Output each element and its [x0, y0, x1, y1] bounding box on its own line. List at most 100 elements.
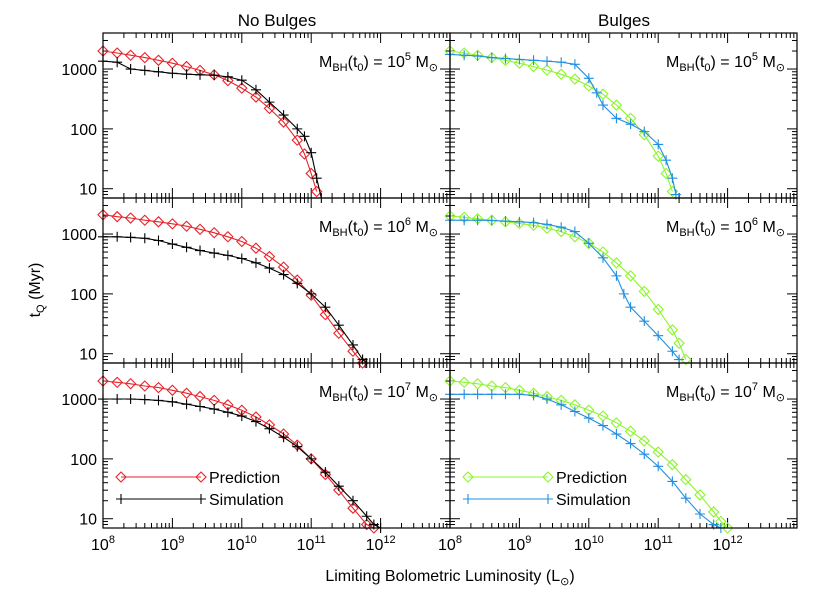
annotation-part: ) = 10 — [364, 219, 405, 236]
annotation-part: ) = 10 — [364, 54, 405, 71]
data-point — [167, 239, 178, 250]
data-point — [528, 55, 539, 66]
annotation-part: M — [411, 54, 429, 71]
data-point — [591, 87, 602, 98]
panel-row3-right: MBH(t0) = 107 M⊙108 109 1010 1011 1012Predic… — [438, 362, 798, 554]
x-tick-exp: 9 — [525, 534, 531, 546]
x-tick-base: 10 — [91, 537, 109, 554]
data-point — [542, 56, 553, 67]
data-point — [597, 252, 608, 263]
data-point — [610, 257, 623, 269]
y-tick-label: 100 — [70, 122, 97, 139]
data-point — [311, 173, 322, 184]
annotation-part: M — [319, 384, 332, 401]
data-point — [152, 381, 165, 394]
x-tick-label: 1010 — [574, 534, 604, 554]
data-point — [263, 250, 276, 263]
data-point — [124, 212, 137, 224]
series-simulation — [445, 49, 681, 200]
data-point — [347, 495, 358, 506]
data-point — [278, 110, 289, 121]
data-point — [166, 218, 179, 230]
annotation-part: ) = 10 — [364, 384, 405, 401]
data-point — [610, 99, 623, 111]
legend-label: Simulation — [209, 492, 284, 509]
data-point — [305, 453, 317, 465]
data-point — [569, 226, 580, 237]
data-point — [666, 458, 679, 471]
data-point — [694, 489, 706, 501]
data-point — [721, 522, 734, 534]
data-point — [299, 131, 310, 142]
annotation-part: 0 — [357, 392, 363, 404]
data-point — [333, 320, 344, 331]
data-point — [181, 399, 192, 410]
data-point — [513, 57, 526, 70]
annotation-part: BH — [332, 62, 347, 74]
data-point — [278, 269, 289, 280]
data-point — [514, 216, 525, 227]
data-point — [597, 420, 608, 431]
data-point — [347, 339, 358, 350]
legend-marker — [116, 494, 126, 504]
legend-label: Simulation — [556, 492, 631, 509]
data-point — [471, 377, 484, 390]
x-tick-base: 10 — [644, 537, 662, 554]
data-point — [264, 97, 275, 108]
data-point — [222, 250, 233, 261]
annotation-part: 6 — [405, 216, 411, 228]
series-simulation — [445, 389, 726, 533]
data-point — [556, 57, 567, 68]
data-point — [361, 511, 372, 522]
series-line — [449, 53, 677, 195]
data-point — [306, 147, 317, 158]
x-tick-base: 10 — [227, 537, 245, 554]
data-point — [333, 481, 344, 492]
annotation-part: ) = 10 — [711, 54, 752, 71]
legend-marker — [196, 494, 206, 504]
y-axis-label-sub: Q — [35, 304, 47, 313]
data-point — [472, 51, 483, 62]
x-axis-label: Limiting Bolometric Luminosity (L⊙) — [325, 568, 574, 588]
legend-marker — [462, 471, 474, 483]
data-point — [319, 468, 332, 481]
data-point — [541, 222, 553, 235]
annotation-part: 7 — [752, 381, 758, 393]
x-tick-base: 10 — [160, 537, 178, 554]
data-point — [527, 60, 540, 73]
annotation-part: ) = 10 — [711, 219, 752, 236]
data-point — [181, 242, 192, 253]
data-point — [278, 432, 289, 443]
legend-marker — [195, 471, 207, 483]
data-point — [694, 508, 705, 519]
x-tick-label: 1011 — [644, 534, 673, 554]
x-tick-base: 10 — [713, 537, 731, 554]
col-title-no-bulges: No Bulges — [238, 11, 316, 30]
data-point — [153, 395, 164, 406]
data-point — [180, 387, 193, 400]
data-point — [556, 222, 567, 233]
data-point — [528, 390, 539, 401]
y-tick-label: 10 — [79, 512, 97, 529]
data-point — [250, 91, 262, 103]
data-point — [195, 401, 206, 412]
data-point — [661, 155, 672, 166]
x-tick-exp: 8 — [456, 534, 462, 546]
data-point — [236, 235, 248, 248]
data-point — [583, 238, 594, 249]
annotation-part: (t — [695, 54, 705, 71]
annotation-part: (t — [695, 384, 705, 401]
data-point — [673, 337, 685, 349]
y-tick-label: 10 — [79, 347, 97, 364]
series-simulation — [98, 394, 386, 533]
data-point — [124, 49, 137, 62]
data-point — [236, 411, 247, 422]
data-point — [209, 404, 220, 415]
data-point — [514, 54, 525, 65]
data-point — [618, 288, 629, 299]
annotation-part: BH — [679, 227, 694, 239]
data-point — [569, 230, 581, 243]
annotation-part: BH — [332, 227, 347, 239]
